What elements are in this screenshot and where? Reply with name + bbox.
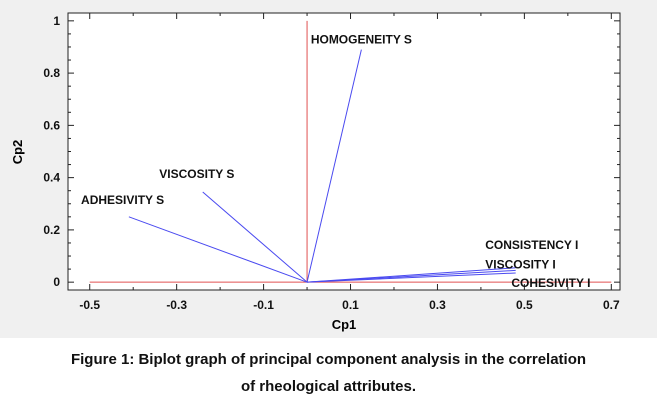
caption-line-2: of rheological attributes.: [240, 378, 417, 395]
x-tick-label-2: -0.1: [253, 298, 274, 312]
vector-label-1: VISCOSITY S: [159, 167, 234, 181]
vector-label-5: COHESIVITY I: [511, 276, 590, 290]
x-tick-label-3: 0.1: [342, 298, 359, 312]
y-axis-ticks: 0 0.2 0.4 0.6 0.8 1: [43, 14, 620, 289]
vector-line-1: [202, 191, 308, 283]
vector-label-2: ADHESIVITY S: [81, 193, 164, 207]
vector-line-0: [306, 49, 362, 283]
vector-labels: HOMOGENEITY S VISCOSITY S ADHESIVITY S CONS…: [81, 33, 590, 290]
vector-label-0: HOMOGENEITY S: [311, 33, 412, 47]
figure-caption: Figure 1: Biplot graph of principal comp…: [0, 346, 657, 400]
plot-panel: -0.5 -0.3 -0.1 0.1 0.3 0.5 0.7 0 0.2 0.4 0.6 0.8 1 …: [0, 0, 657, 338]
vector-label-4: VISCOSITY I: [485, 257, 555, 271]
x-tick-label-6: 0.7: [603, 298, 620, 312]
biplot-chart: -0.5 -0.3 -0.1 0.1 0.3 0.5 0.7 00.20.40.60.81 …: [10, 12, 621, 332]
y-axis-label: Cp2: [10, 140, 25, 165]
vector-label-3: CONSISTENCY I: [485, 238, 578, 252]
vector-line-2: [128, 216, 308, 283]
y-tick-label-0: 0: [53, 275, 60, 289]
reference-axes: [89, 20, 612, 283]
y-tick-label-2: 0.4: [43, 171, 60, 185]
y-tick-label-4: 0.8: [43, 66, 60, 80]
x-tick-label-1: -0.3: [166, 298, 187, 312]
x-axis-label: Cp1: [332, 317, 357, 332]
plot-area: [67, 12, 621, 291]
vectors: [128, 49, 516, 283]
y-tick-label-3: 0.6: [43, 118, 60, 132]
x-axis-ticks: -0.5 -0.3 -0.1 0.1 0.3 0.5 0.7: [79, 13, 620, 312]
y-tick-label-1: 0.2: [43, 223, 60, 237]
x-tick-label-4: 0.3: [429, 298, 446, 312]
y-tick-label-5: 1: [53, 14, 60, 28]
vector-line-5: [307, 272, 516, 283]
x-tick-label-5: 0.5: [516, 298, 533, 312]
x-tick-label-0: -0.5: [79, 298, 100, 312]
caption-line-1: Figure 1: Biplot graph of principal comp…: [70, 351, 587, 368]
